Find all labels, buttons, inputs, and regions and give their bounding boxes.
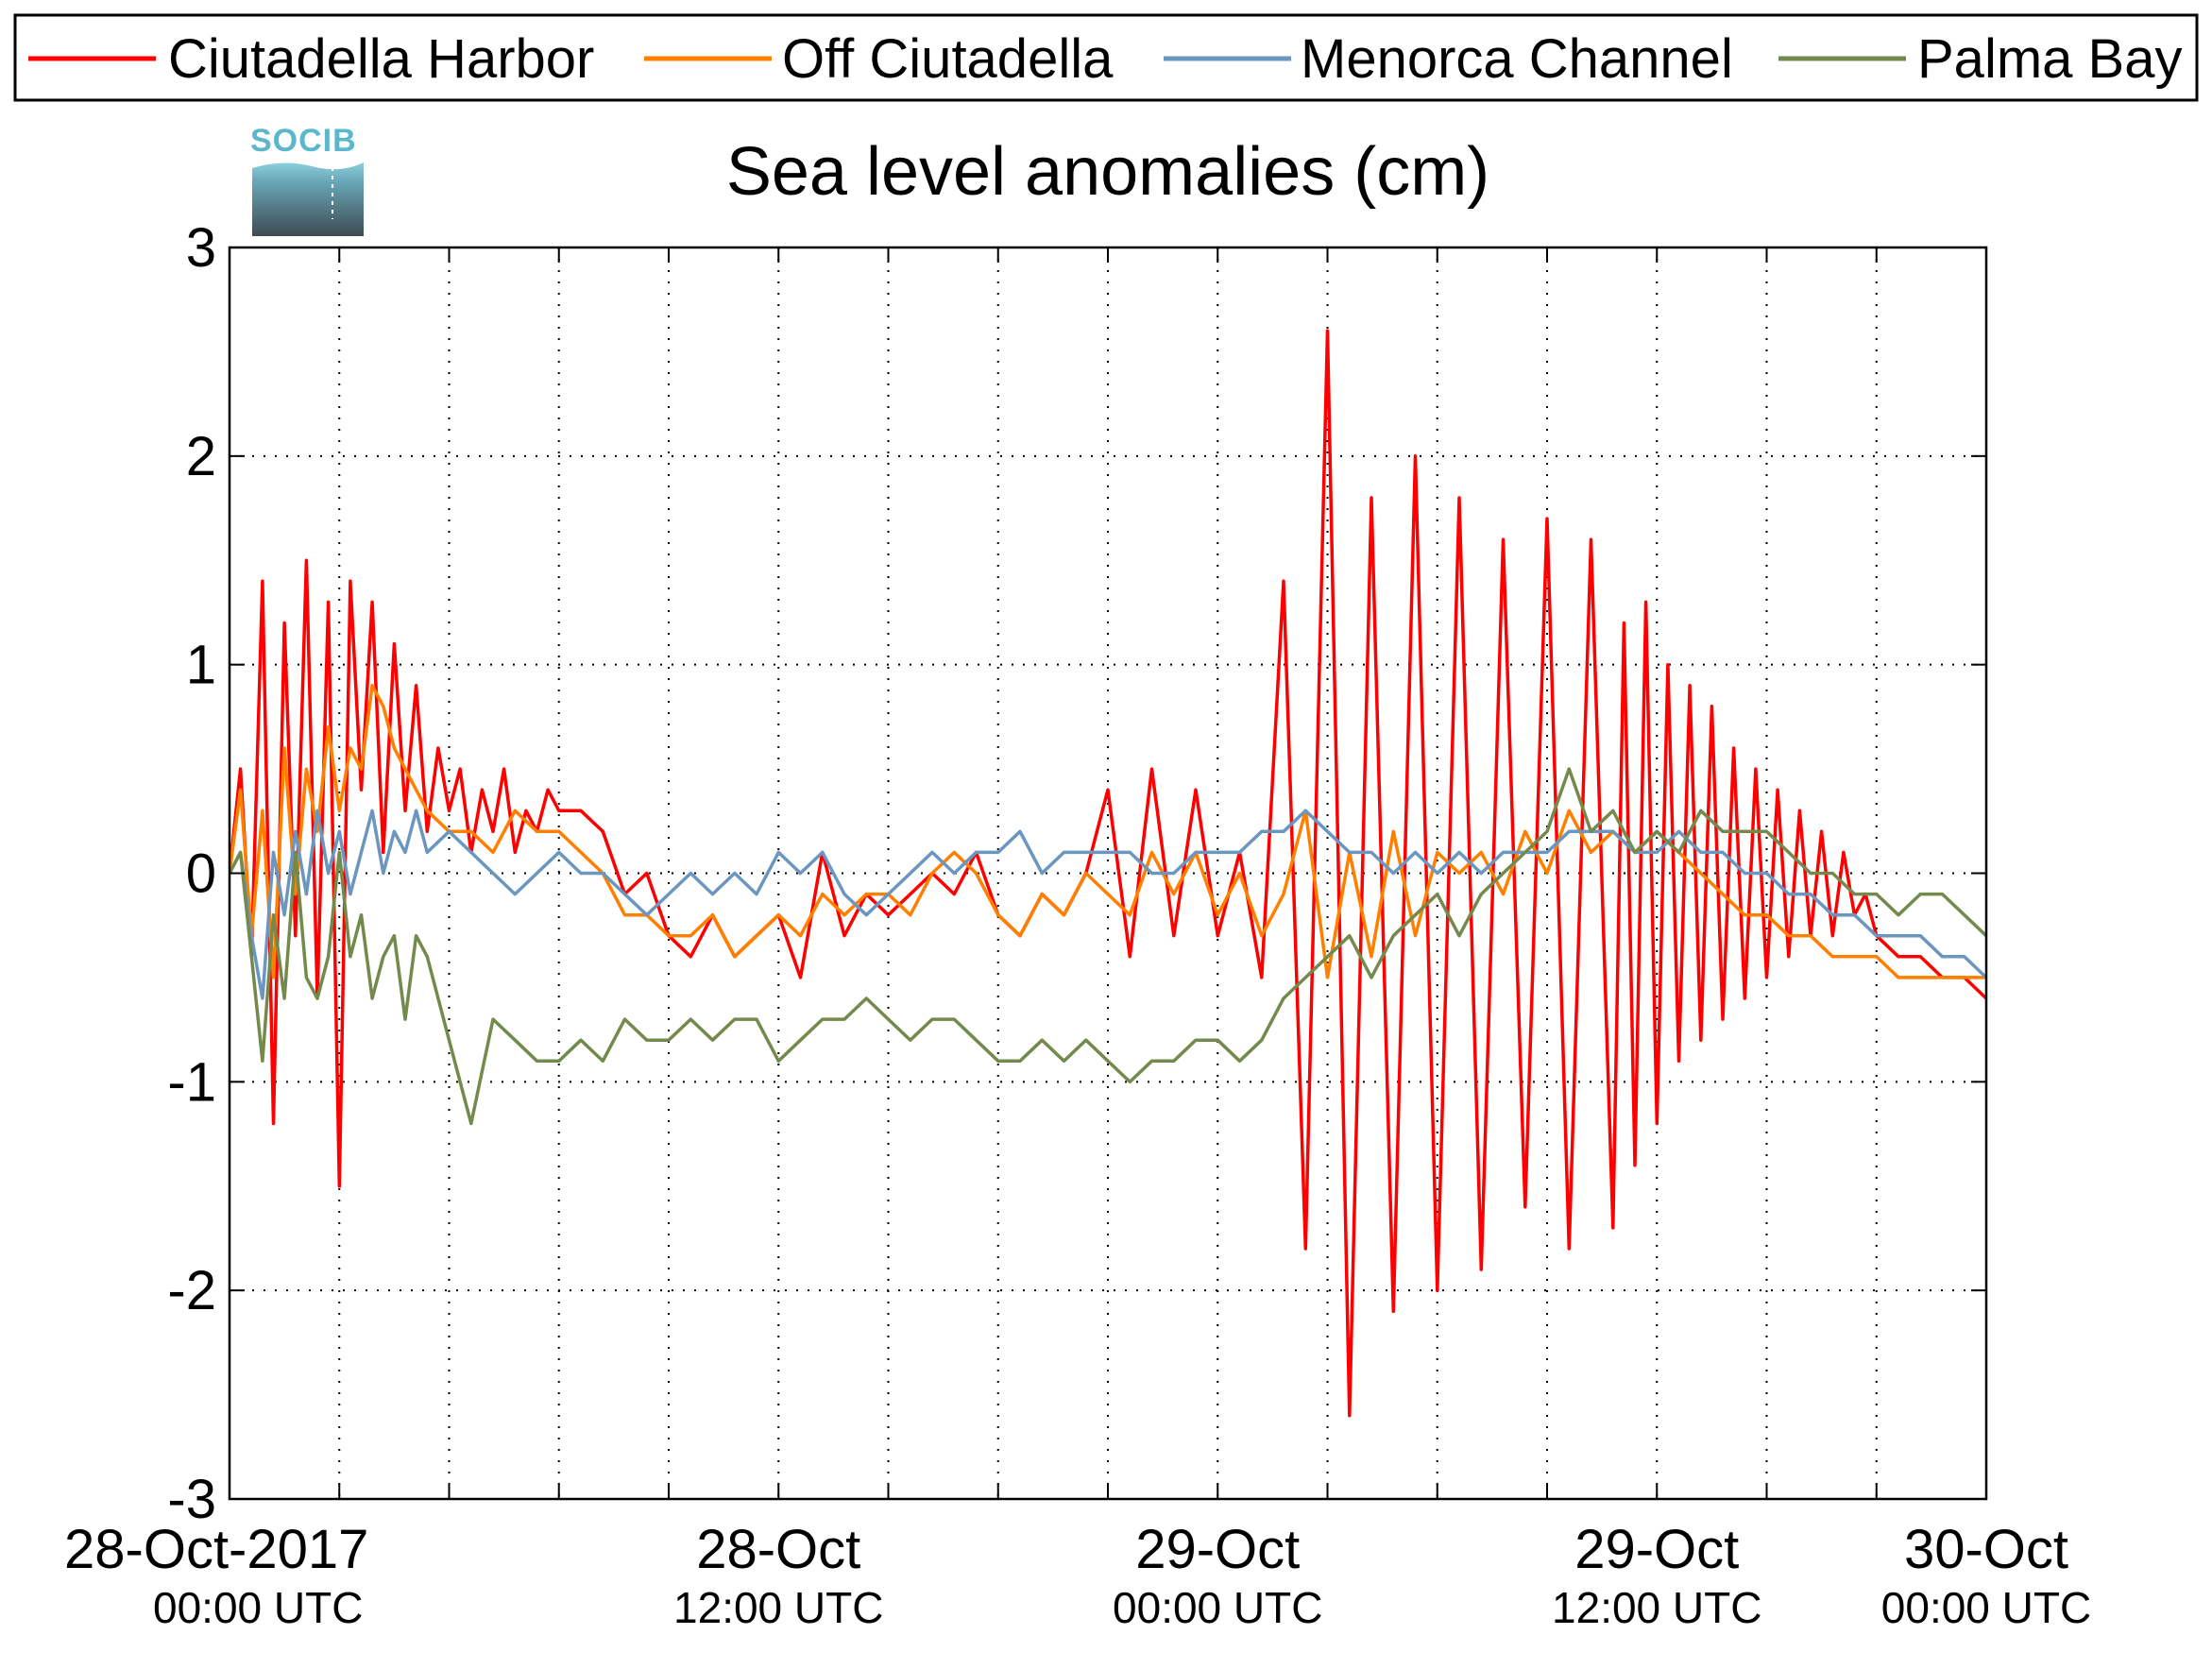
x-tick-time-label: 12:00 UTC	[673, 1583, 883, 1632]
socib-logo: SOCIB	[250, 123, 364, 236]
logo-text: SOCIB	[250, 123, 357, 159]
series-line-palma-bay	[230, 767, 1986, 1126]
x-tick-time-label: 12:00 UTC	[1552, 1583, 1761, 1632]
axis-ticks	[230, 247, 1987, 1500]
y-tick-label: -2	[167, 1260, 216, 1321]
x-tick-date-label: 28-Oct	[696, 1519, 860, 1580]
x-tick-date-label: 30-Oct	[1904, 1519, 2068, 1580]
series-line-menorca-channel	[230, 809, 1986, 1000]
y-tick-label: 1	[186, 635, 216, 696]
x-tick-date-label: 29-Oct	[1135, 1519, 1300, 1580]
legend-label-off-ciutadella: Off Ciutadella	[782, 28, 1114, 90]
y-tick-labels: 3 2 1 0 -1 -2 -3	[167, 217, 216, 1530]
x-tick-time-label: 00:00 UTC	[1881, 1583, 2091, 1632]
y-tick-label: -3	[167, 1469, 216, 1530]
legend: Ciutadella Harbor Off Ciutadella Menorca…	[13, 13, 2199, 102]
chart-title: Sea level anomalies (cm)	[726, 134, 1489, 210]
legend-label-menorca-channel: Menorca Channel	[1301, 28, 1733, 90]
y-tick-label: 0	[186, 843, 216, 905]
y-tick-label: 3	[186, 217, 216, 279]
x-tick-date-label: 29-Oct	[1574, 1519, 1739, 1580]
y-tick-label: 2	[186, 426, 216, 487]
series-group	[230, 329, 1986, 1418]
x-tick-time-label: 00:00 UTC	[153, 1583, 363, 1632]
y-tick-label: -1	[167, 1051, 216, 1113]
legend-label-ciutadella-harbor: Ciutadella Harbor	[168, 28, 594, 90]
x-tick-time-label: 00:00 UTC	[1113, 1583, 1322, 1632]
x-tick-date-label: 28-Oct-2017	[64, 1519, 368, 1580]
logo-wave	[252, 162, 364, 236]
legend-label-palma-bay: Palma Bay	[1917, 28, 2182, 90]
